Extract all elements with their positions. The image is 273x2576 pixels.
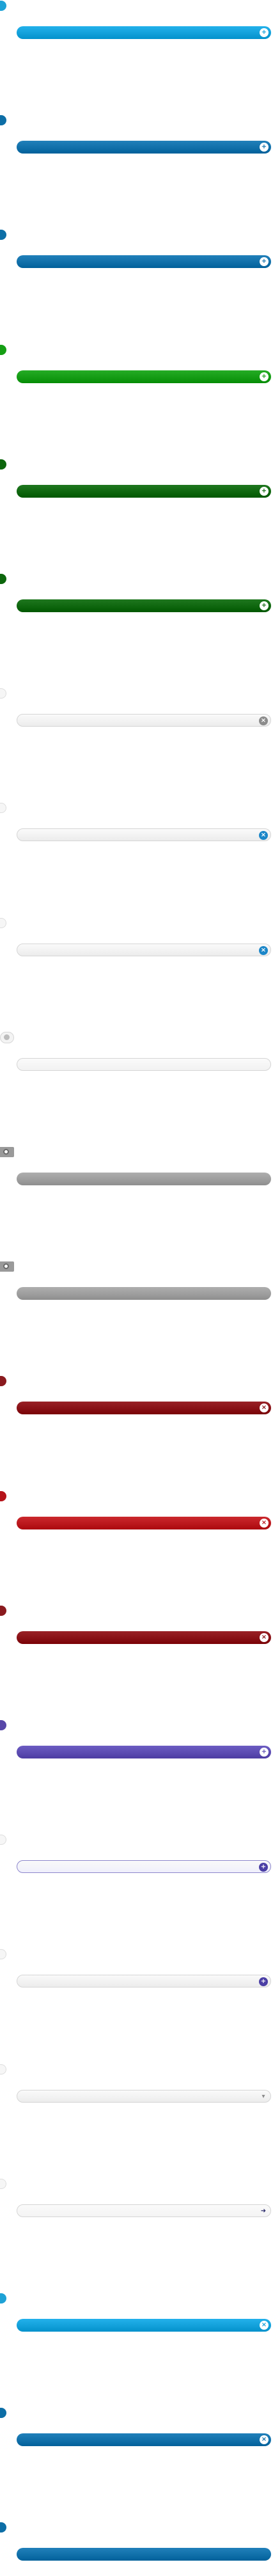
tab-handle[interactable] <box>0 1491 6 1501</box>
progress-bar[interactable]: + <box>17 1860 271 1873</box>
progress-bar[interactable]: + <box>17 255 271 268</box>
radio-icon <box>3 1263 9 1269</box>
bar-row: + <box>0 230 273 283</box>
tab-handle[interactable] <box>0 688 6 699</box>
bar-row: + <box>0 345 273 399</box>
tab-handle[interactable] <box>0 115 6 125</box>
tab-handle[interactable] <box>0 1147 14 1157</box>
progress-bar[interactable]: ▾ <box>17 2090 271 2103</box>
bar-row: × <box>0 1376 273 1430</box>
tab-handle[interactable] <box>0 345 6 355</box>
bar-row: + <box>0 115 273 169</box>
add-icon[interactable]: + <box>260 601 269 610</box>
radio-icon <box>4 1034 10 1040</box>
progress-bar[interactable]: × <box>17 1517 271 1529</box>
close-icon[interactable]: × <box>260 2321 269 2330</box>
arrow-right-icon[interactable]: ➜ <box>260 2208 267 2215</box>
progress-bar[interactable] <box>17 1287 271 1300</box>
add-icon[interactable]: + <box>260 143 269 152</box>
add-icon[interactable]: + <box>260 372 269 381</box>
close-icon[interactable]: × <box>259 946 268 955</box>
add-icon[interactable]: + <box>260 28 269 37</box>
radio-icon <box>3 1149 9 1155</box>
bar-row: + <box>0 574 273 628</box>
tab-handle[interactable] <box>0 574 6 584</box>
bar-row: + <box>0 1949 273 2003</box>
progress-bar[interactable] <box>17 1058 271 1071</box>
add-icon[interactable]: + <box>260 1748 269 1757</box>
bar-row: × <box>0 1491 273 1545</box>
tab-handle[interactable] <box>0 2522 6 2533</box>
tab-handle[interactable] <box>0 1032 14 1043</box>
progress-bar[interactable]: × <box>17 2319 271 2332</box>
bar-row: × <box>0 2293 273 2347</box>
tab-handle[interactable] <box>0 1376 6 1386</box>
progress-bar[interactable]: + <box>17 26 271 39</box>
close-icon[interactable]: × <box>259 716 268 725</box>
close-icon[interactable]: × <box>260 2435 269 2444</box>
bar-row: ➜ <box>0 2179 273 2232</box>
tab-handle[interactable] <box>0 1720 6 1730</box>
bar-row: + <box>0 459 273 513</box>
chevron-down-icon[interactable]: ▾ <box>261 2093 265 2100</box>
add-icon[interactable]: + <box>260 487 269 496</box>
tab-handle[interactable] <box>0 1 6 11</box>
bar-row: + <box>0 1720 273 1774</box>
progress-bar[interactable]: + <box>17 141 271 154</box>
progress-bar[interactable] <box>17 2548 271 2561</box>
add-icon[interactable]: + <box>260 257 269 266</box>
progress-bar[interactable]: + <box>17 599 271 612</box>
close-icon[interactable]: × <box>260 1403 269 1412</box>
tab-handle[interactable] <box>0 230 6 240</box>
bar-row <box>0 2522 273 2576</box>
tab-handle[interactable] <box>0 1949 6 1959</box>
progress-bar[interactable]: × <box>17 828 271 841</box>
progress-bar[interactable]: × <box>17 1631 271 1644</box>
tab-handle[interactable] <box>0 803 6 813</box>
progress-bar[interactable]: × <box>17 944 271 956</box>
close-icon[interactable]: × <box>260 1519 269 1528</box>
progress-bar[interactable]: + <box>17 1975 271 1987</box>
bar-row <box>0 1261 273 1315</box>
bar-row <box>0 1032 273 1086</box>
bar-row: ▾ <box>0 2064 273 2118</box>
tab-handle[interactable] <box>0 459 6 470</box>
bar-row: × <box>0 803 273 857</box>
bar-row: × <box>0 688 273 742</box>
tab-handle[interactable] <box>0 2408 6 2418</box>
tab-handle[interactable] <box>0 1606 6 1616</box>
tab-handle[interactable] <box>0 2064 6 2074</box>
bar-row: × <box>0 918 273 972</box>
tab-handle[interactable] <box>0 1261 14 1272</box>
progress-bar[interactable]: + <box>17 1746 271 1758</box>
close-icon[interactable]: × <box>259 831 268 840</box>
bar-row: × <box>0 2408 273 2461</box>
progress-bar[interactable]: × <box>17 714 271 727</box>
add-icon[interactable]: + <box>259 1977 268 1986</box>
tab-handle[interactable] <box>0 2293 6 2303</box>
progress-bar[interactable]: + <box>17 370 271 383</box>
progress-bar[interactable]: + <box>17 485 271 498</box>
progress-bar[interactable] <box>17 1173 271 1185</box>
progress-bar[interactable]: ➜ <box>17 2204 271 2217</box>
progress-bar[interactable]: × <box>17 2433 271 2446</box>
add-icon[interactable]: + <box>259 1863 268 1872</box>
bar-row: × <box>0 1606 273 1659</box>
progress-bar[interactable]: × <box>17 1402 271 1414</box>
tab-handle[interactable] <box>0 918 6 928</box>
bar-row <box>0 1147 273 1201</box>
tab-handle[interactable] <box>0 2179 6 2189</box>
tab-handle[interactable] <box>0 1835 6 1845</box>
close-icon[interactable]: × <box>260 1633 269 1642</box>
bar-row: + <box>0 1835 273 1888</box>
bar-row: + <box>0 1 273 54</box>
